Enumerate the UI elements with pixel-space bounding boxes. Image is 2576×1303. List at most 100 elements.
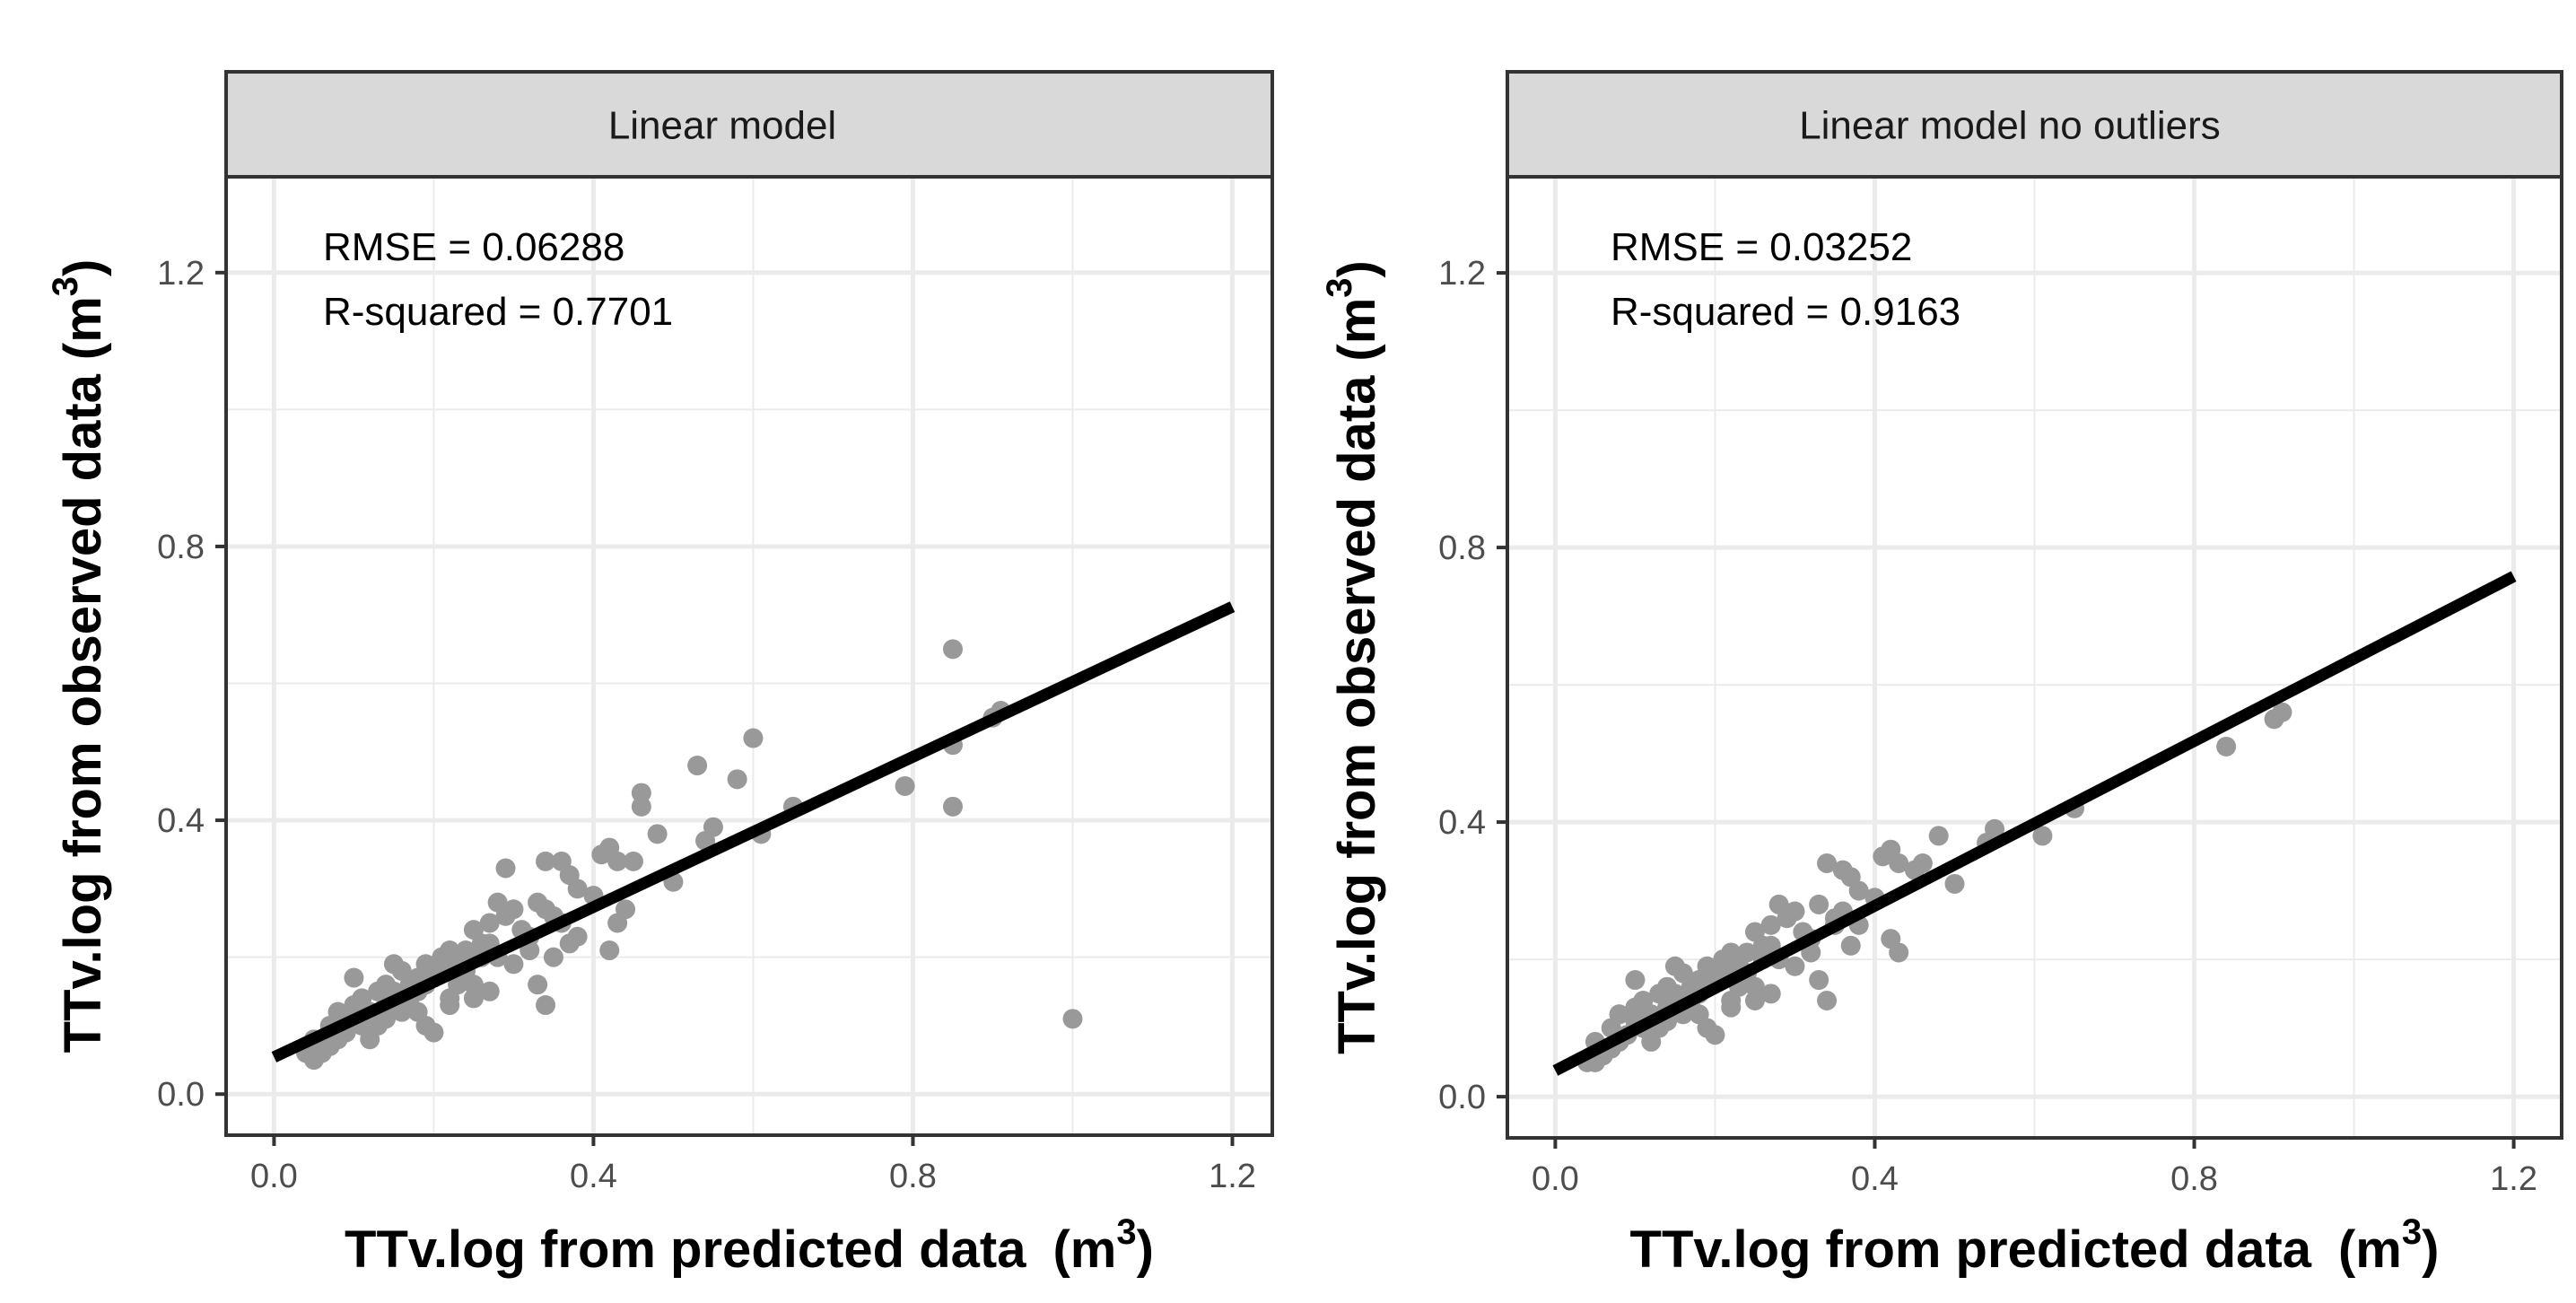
data-point [327,1001,348,1022]
fit-line [1552,571,2517,1076]
data-point [1664,956,1685,976]
data-point [607,851,628,871]
data-point [743,728,764,748]
x-axis-title-unit: (m [2338,1220,2402,1279]
data-point [2272,702,2292,722]
data-point [543,947,563,967]
data-point [1785,956,1805,976]
plot-frame [1506,175,2563,1140]
y-tick-label: 0.0 [157,1076,205,1114]
data-point [479,913,500,933]
y-tick-label: 0.8 [157,529,205,566]
data-point [591,844,612,865]
data-point [1641,1031,1662,1052]
data-point [559,865,580,886]
y-tick-label: 1.2 [1438,255,1486,293]
data-point [687,756,708,776]
data-point [942,796,963,817]
data-point [1760,914,1781,935]
x-tick-label: 0.8 [889,1158,937,1195]
data-point [440,988,460,1009]
data-point [1760,984,1781,1004]
y-tick-label: 1.2 [157,255,205,293]
y-tick-label: 0.4 [157,802,205,840]
x-axis-title-text: TTv.log from predicted data [1630,1220,2312,1279]
x-axis-title-unit: (m [1052,1220,1116,1279]
x-tick-label: 0.8 [2170,1160,2218,1198]
plot-frame [224,175,1274,1137]
data-point [432,947,452,967]
x-tick-label: 1.2 [1209,1158,1256,1195]
x-axis-title-close: ) [1137,1220,1154,1279]
data-point [1904,860,1925,880]
rmse-annotation: RMSE = 0.03252 [1611,225,1912,269]
data-point [1873,846,1893,867]
x-axis-title-sup: 3 [1116,1212,1136,1252]
data-point [360,1029,380,1050]
y-axis-title-text: TTv.log from observed data [54,373,112,1053]
data-point [1744,976,1765,997]
y-axis-title-close: ) [1328,260,1386,277]
data-point [415,1015,436,1036]
data-point [376,1009,397,1029]
data-point [895,775,915,796]
r-squared-annotation: R-squared = 0.7701 [323,290,673,334]
data-point [1944,873,1965,894]
y-axis-title-unit: (m [54,296,112,360]
data-point [383,954,404,975]
fit-line [271,601,1236,1063]
data-point [2032,826,2053,846]
data-point [1809,894,1829,914]
data-point [463,920,484,940]
data-point [631,796,651,817]
data-point [1889,853,1909,873]
data-point [647,824,668,844]
data-point [1889,942,1909,963]
facet-title: Linear model no outliers [1799,104,2221,148]
facet-title: Linear model [608,104,836,148]
data-point [607,913,628,933]
y-tick-label: 0.0 [1438,1079,1486,1116]
data-point [631,783,651,803]
data-point [1777,908,1797,929]
y-axis-title-sup: 3 [46,276,85,296]
data-point [727,769,747,790]
data-point [1744,991,1765,1010]
data-point [1840,867,1861,888]
data-point [1609,1004,1629,1025]
data-point [1062,1009,1083,1029]
r-squared-annotation: R-squared = 0.9163 [1611,290,1960,334]
facet-strip [224,70,1274,179]
panel-linear-model-no-outliers: Linear model no outliers 0.0 0.4 0.8 1.2 0.0 0… [1320,70,2563,1279]
x-axis-title: TTv.log from predicted data (m3) [1630,1212,2440,1279]
data-point [536,995,556,1016]
data-point [942,639,963,660]
data-point [495,905,516,926]
x-tick-label: 0.4 [1851,1160,1899,1198]
rmse-annotation: RMSE = 0.06288 [323,225,624,269]
y-axis-title-unit: (m [1328,298,1386,362]
data-point [479,981,500,1001]
x-axis-title-close: ) [2422,1220,2439,1279]
data-point [567,926,588,947]
data-point [599,940,620,961]
data-point [1713,949,1733,970]
data-point [463,988,484,1009]
data-point [1840,935,1861,956]
data-point [1625,970,1646,991]
y-tick-label: 0.4 [1438,804,1486,842]
data-point [1744,922,1765,942]
x-axis-title: TTv.log from predicted data (m3) [345,1212,1154,1279]
data-point [528,975,548,995]
data-point [1817,853,1838,873]
y-axis-title-text: TTv.log from observed data [1328,375,1386,1054]
x-axis-title-text: TTv.log from predicted data [345,1220,1026,1279]
data-point [463,975,484,995]
x-axis-title-sup: 3 [2402,1212,2422,1252]
data-point [1697,1018,1717,1038]
data-point [1817,991,1838,1010]
y-tick-label: 0.8 [1438,529,1486,567]
data-point [503,954,524,975]
data-point [1721,991,1742,1010]
